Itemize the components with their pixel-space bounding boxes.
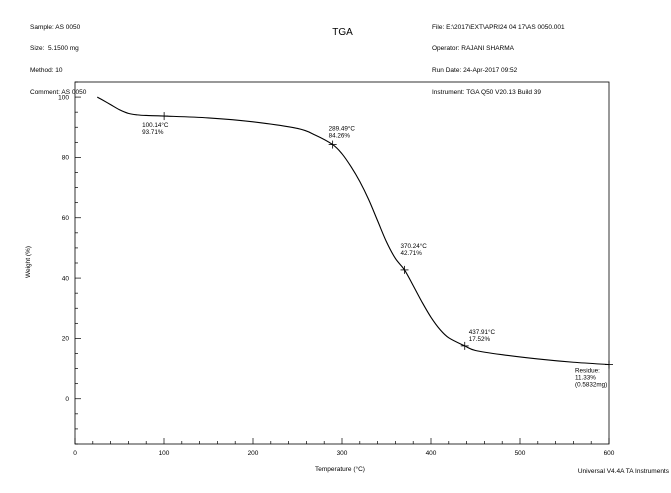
marker-label: Residue:: [575, 368, 600, 375]
x-tick-label: 300: [337, 450, 348, 457]
marker-label: 84.26%: [329, 133, 351, 140]
x-tick-label: 0: [73, 450, 77, 457]
size-line: Size: 5.1500 mg: [30, 45, 79, 53]
y-tick-label: 100: [58, 94, 69, 101]
sample-line: Sample: AS 0050: [30, 23, 81, 31]
x-tick-label: 200: [248, 450, 259, 457]
marker-label: 100.14°C: [142, 121, 169, 129]
sample-info: Sample: AS 0050 Size: 5.1500 mg Method: …: [30, 9, 86, 104]
y-tick-label: 40: [62, 275, 70, 282]
method-line: Method: 10: [30, 67, 63, 75]
x-tick-label: 100: [159, 450, 170, 457]
axes: 0 100 200 300 400 500 600 0 20 40 60 80 100: [58, 81, 615, 457]
x-tick-label: 600: [604, 450, 615, 457]
plot-area: 100.14°C93.71% 289.49°C84.26% 370.24°C42.7…: [96, 96, 613, 389]
run-info: File: E:\2017\EXT\APRI24 04 17\AS 0050.0…: [432, 9, 565, 104]
instrument-line: Instrument: TGA Q50 V20.13 Build 39: [432, 89, 541, 97]
weight-curve: [96, 96, 610, 366]
y-tick-label: 20: [62, 336, 70, 343]
x-axis-label: Temperature (°C): [315, 465, 365, 473]
marker-label: 370.24°C: [401, 242, 428, 250]
comment-line: Comment: AS 0050: [30, 89, 87, 97]
y-tick-label: 0: [65, 396, 69, 403]
x-tick-label: 500: [515, 450, 526, 457]
file-line: File: E:\2017\EXT\APRI24 04 17\AS 0050.0…: [432, 23, 565, 31]
y-axis-label: Weight (%): [25, 246, 32, 278]
x-tick-label: 400: [426, 450, 437, 457]
y-tick-label: 80: [62, 155, 70, 162]
operator-line: Operator: RAJANI SHARMA: [432, 45, 514, 53]
marker-label: 93.71%: [142, 129, 164, 136]
chart-title: TGA: [332, 27, 353, 38]
software-version: Universal V4.4A TA Instruments: [577, 468, 669, 475]
marker-label: 289.49°C: [329, 125, 356, 133]
marker-label: 11.33%: [575, 375, 596, 382]
marker-label: 437.91°C: [469, 328, 496, 336]
y-tick-label: 60: [62, 215, 70, 222]
marker-label: (0.5832mg): [575, 382, 607, 389]
marker-label: 17.52%: [469, 336, 491, 343]
marker-label: 42.71%: [401, 250, 423, 257]
run-date-line: Run Date: 24-Apr-2017 09:52: [432, 67, 518, 75]
